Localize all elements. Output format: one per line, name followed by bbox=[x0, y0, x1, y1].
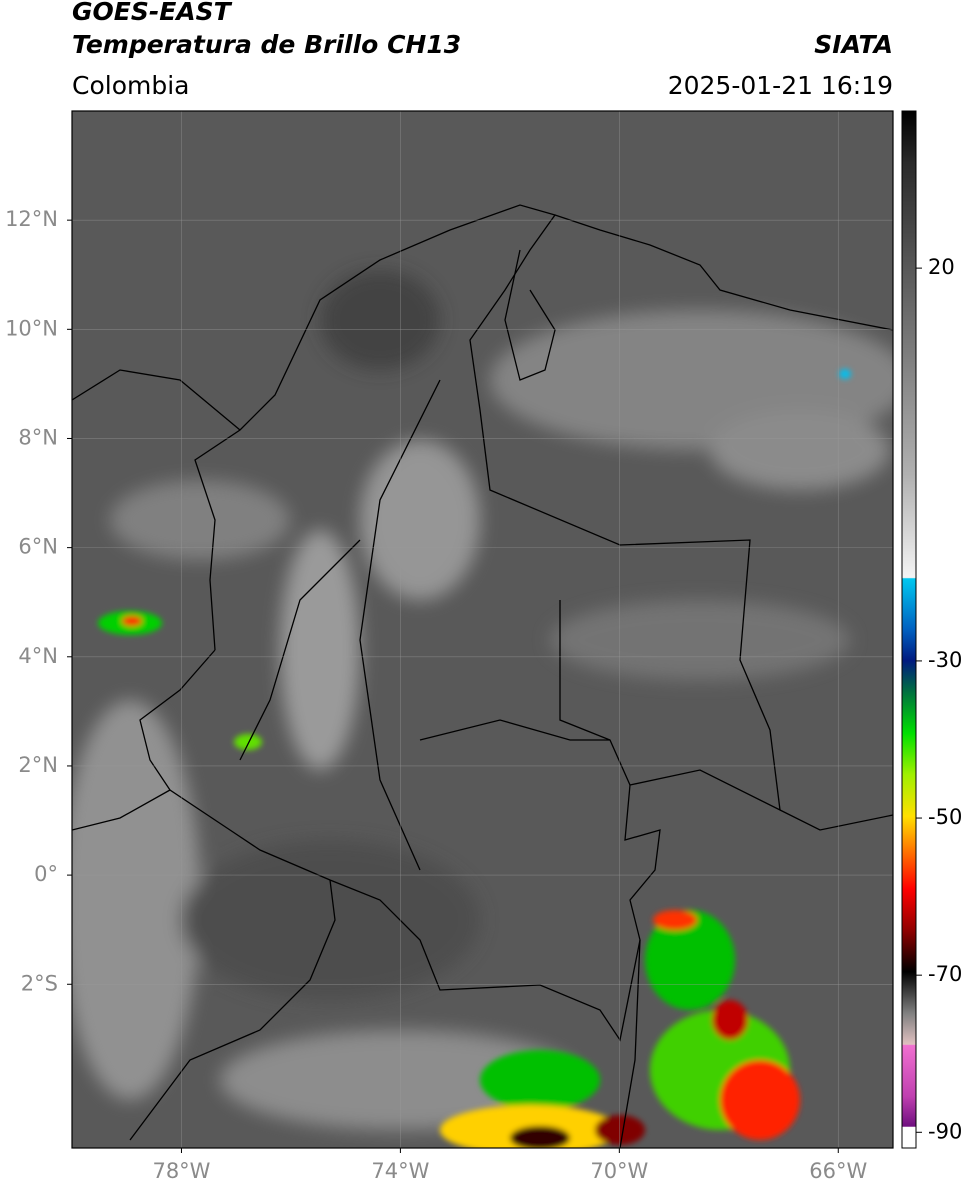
y-tick-label: 12°N bbox=[5, 207, 58, 231]
y-tick-label: 6°N bbox=[18, 535, 58, 559]
datetime: 2025-01-21 16:19 bbox=[668, 71, 893, 100]
y-tick-label: 2°S bbox=[21, 971, 58, 995]
x-tick-label: 70°W bbox=[590, 1159, 648, 1183]
colorbar-tick-label: -90 bbox=[928, 1119, 962, 1143]
x-tick-label: 78°W bbox=[152, 1159, 210, 1183]
region: Colombia bbox=[72, 71, 189, 100]
convective-cells bbox=[98, 369, 851, 1148]
y-tick-label: 4°N bbox=[18, 644, 58, 668]
colorbar-tick-label: 20 bbox=[928, 255, 955, 279]
y-tick-label: 8°N bbox=[18, 425, 58, 449]
colorbar bbox=[901, 110, 917, 1149]
colorbar-tick-label: -30 bbox=[928, 648, 962, 672]
subtitle: Temperatura de Brillo CH13 bbox=[72, 30, 461, 59]
y-tick-label: 10°N bbox=[5, 316, 58, 340]
y-tick-label: 0° bbox=[34, 862, 58, 886]
x-tick-label: 66°W bbox=[809, 1159, 867, 1183]
y-tick-label: 2°N bbox=[18, 753, 58, 777]
satellite-image bbox=[72, 111, 893, 1148]
source: SIATA bbox=[814, 30, 893, 59]
title: GOES-EAST bbox=[72, 0, 233, 26]
colorbar-tick-label: -50 bbox=[928, 805, 962, 829]
x-tick-label: 74°W bbox=[371, 1159, 429, 1183]
map-frame bbox=[71, 110, 894, 1149]
gridlines bbox=[72, 111, 893, 1148]
colorbar-tick-label: -70 bbox=[928, 962, 962, 986]
